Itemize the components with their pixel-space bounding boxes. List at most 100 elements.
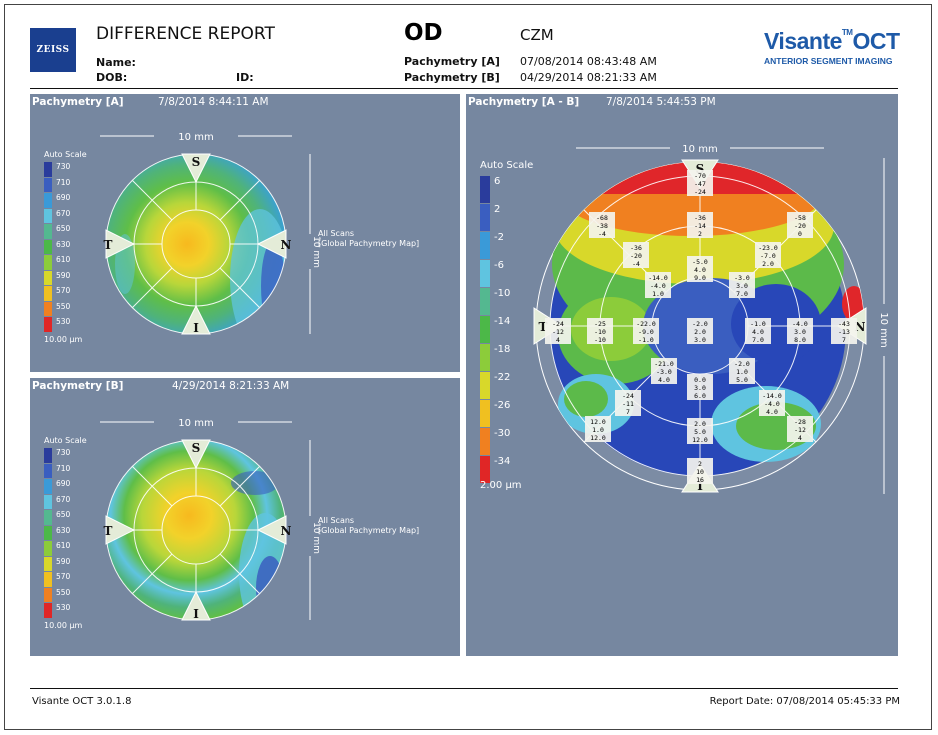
sector-value: 12.0 bbox=[590, 434, 606, 442]
sector-value: 4 bbox=[556, 336, 560, 344]
sector-value: -25 bbox=[594, 320, 606, 328]
header-divider bbox=[30, 88, 898, 89]
scale-title: Auto Scale bbox=[44, 436, 87, 445]
sector-value: 7.0 bbox=[736, 290, 748, 298]
sector-value: 4.0 bbox=[752, 328, 764, 336]
difference-panel: Pachymetry [A - B] 7/8/2014 5:44:53 PM A… bbox=[466, 94, 898, 656]
sector-value: 3.0 bbox=[736, 282, 748, 290]
scale-swatch bbox=[44, 556, 52, 571]
inferior-marker: I bbox=[193, 607, 199, 621]
scale-swatch bbox=[44, 162, 52, 177]
sector-value: -12 bbox=[794, 426, 806, 434]
scale-swatch bbox=[480, 316, 490, 343]
sector-value: -2.0 bbox=[734, 360, 750, 368]
temporal-marker: T bbox=[104, 238, 113, 252]
scale-label: 650 bbox=[56, 224, 71, 233]
scale-title: Auto Scale bbox=[44, 150, 87, 159]
id-label: ID: bbox=[236, 71, 254, 84]
scale-label: 690 bbox=[56, 479, 71, 488]
scale-swatch bbox=[44, 224, 52, 239]
software-version: Visante OCT 3.0.1.8 bbox=[32, 696, 132, 707]
panel-title: Pachymetry [B] bbox=[32, 380, 124, 392]
scale-swatch bbox=[44, 603, 52, 618]
scale-label: 530 bbox=[56, 603, 71, 612]
scale-swatch bbox=[480, 204, 490, 231]
scale-swatch bbox=[44, 541, 52, 556]
scale-swatch bbox=[44, 463, 52, 478]
sector-value: 4.0 bbox=[694, 266, 706, 274]
sector-value: -4 bbox=[598, 230, 606, 238]
name-label: Name: bbox=[96, 56, 136, 69]
scale-swatch bbox=[480, 456, 490, 483]
sector-value: 1.0 bbox=[736, 368, 748, 376]
scale-label: 610 bbox=[56, 541, 71, 550]
sector-value-box: -2.02.03.0 bbox=[687, 318, 713, 344]
inferior-marker: I bbox=[697, 479, 703, 493]
sector-value-box: -68-38-4 bbox=[589, 212, 615, 238]
sector-values: -70-47-24-68-38-4-36-142-58-200-36-20-4-… bbox=[545, 170, 857, 484]
superior-marker: S bbox=[696, 162, 705, 176]
scale-label: 590 bbox=[56, 270, 71, 280]
sector-value: 2.0 bbox=[694, 328, 706, 336]
scale-label: -10 bbox=[494, 288, 511, 299]
sector-value: 10 bbox=[696, 468, 704, 476]
sector-value: 6.0 bbox=[694, 392, 706, 400]
scale-swatch bbox=[44, 525, 52, 540]
report-date: Report Date: 07/08/2014 05:45:33 PM bbox=[709, 696, 900, 707]
sector-value: -14 bbox=[694, 222, 706, 230]
scale-swatch bbox=[44, 208, 52, 223]
scale-swatch bbox=[44, 317, 52, 332]
sector-value: 8.0 bbox=[794, 336, 806, 344]
eye-indicator: OD bbox=[404, 20, 443, 46]
scale-swatch bbox=[44, 494, 52, 509]
sector-value: -2.0 bbox=[692, 320, 708, 328]
nasal-marker: N bbox=[281, 238, 292, 252]
scale-label: 670 bbox=[56, 494, 71, 504]
zeiss-logo: ZEISS bbox=[30, 28, 76, 72]
sector-value: -24 bbox=[622, 392, 634, 400]
temporal-marker: T bbox=[539, 320, 548, 334]
scale-title: Auto Scale bbox=[480, 160, 534, 171]
panel-title: Pachymetry [A] bbox=[32, 96, 124, 108]
sector-value: 4.0 bbox=[766, 408, 778, 416]
sector-value: -14.0 bbox=[762, 392, 782, 400]
sector-value: -68 bbox=[596, 214, 608, 222]
sector-value: -38 bbox=[596, 222, 608, 230]
pachymetry-map-a: 10 mm 10 mm S I T N bbox=[100, 132, 321, 335]
sector-value: -24 bbox=[694, 188, 706, 196]
dimension-label-side: 10 mm bbox=[311, 522, 321, 554]
dob-label: DOB: bbox=[96, 71, 128, 84]
inferior-marker: I bbox=[193, 321, 199, 335]
dimension-label-side: 10 mm bbox=[878, 312, 889, 347]
sector-value: 2 bbox=[698, 230, 702, 238]
sector-value: -7.0 bbox=[760, 252, 776, 260]
sector-value: 2.0 bbox=[694, 420, 706, 428]
panel-date: 4/29/2014 8:21:33 AM bbox=[172, 380, 290, 392]
scale-label: 550 bbox=[56, 301, 71, 311]
nasal-marker: N bbox=[855, 320, 866, 334]
scale-swatch bbox=[480, 232, 490, 259]
scale-label: 590 bbox=[56, 556, 71, 566]
scale-swatch bbox=[44, 510, 52, 525]
panel-title: Pachymetry [A - B] bbox=[468, 96, 580, 108]
sector-value: -3.0 bbox=[656, 368, 672, 376]
sector-value: 16 bbox=[696, 476, 704, 484]
sector-value: -36 bbox=[630, 244, 642, 252]
scale-label: 650 bbox=[56, 510, 71, 519]
scale-swatch bbox=[480, 372, 490, 399]
scale-swatch bbox=[44, 587, 52, 602]
sector-value: 7 bbox=[626, 408, 630, 416]
scale-swatch bbox=[480, 288, 490, 315]
sector-value: -4.0 bbox=[764, 400, 780, 408]
superior-marker: S bbox=[192, 155, 201, 169]
sector-value: 2 bbox=[698, 460, 702, 468]
sector-value-box: -23.0-7.02.0 bbox=[755, 242, 781, 268]
scale-label: -14 bbox=[494, 316, 511, 327]
visante-logo: VisanteTMOCT bbox=[764, 28, 900, 54]
sector-value: -58 bbox=[794, 214, 806, 222]
scale-label: 610 bbox=[56, 255, 71, 264]
temporal-marker: T bbox=[104, 524, 113, 538]
sector-value: -5.0 bbox=[692, 258, 708, 266]
sector-value-box: -36-142 bbox=[687, 212, 713, 238]
sector-value: -20 bbox=[794, 222, 806, 230]
